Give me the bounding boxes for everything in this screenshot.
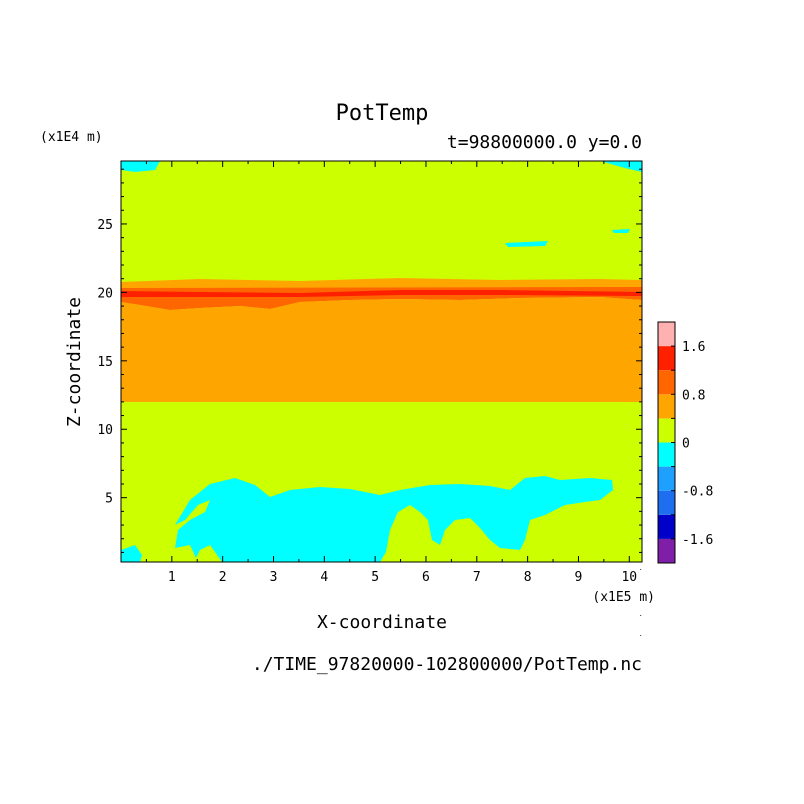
file-path-footer: ./TIME_97820000-102800000/PotTemp.nc (252, 654, 642, 675)
colorbar-swatch (658, 322, 675, 347)
colorbar-tick-label: 0 (682, 437, 690, 452)
colorbar-tick-label: 1.6 (682, 340, 705, 355)
x-tick-label: 8 (524, 570, 532, 585)
x-unit-label: (x1E5 m) (592, 590, 655, 605)
band-red (121, 290, 642, 297)
colorbar-swatch (658, 514, 675, 539)
chart-subtitle: t=98800000.0 y=0.0 (447, 132, 642, 153)
plot-frame (120, 160, 643, 563)
colorbar-tick-label: -0.8 (682, 485, 713, 500)
band-cyan-lower (175, 476, 613, 562)
x-tick-label: 10 (621, 570, 637, 585)
x-tick-label: 7 (473, 570, 481, 585)
x-tick-label: 9 (575, 570, 583, 585)
x-tick-label: 6 (422, 570, 430, 585)
x-tick-label: 2 (219, 570, 227, 585)
x-tick-label: 4 (320, 570, 328, 585)
mark-dot-1: ˙ (638, 569, 643, 579)
x-tick-label: 1 (168, 570, 176, 585)
x-tick-label: 3 (270, 570, 278, 585)
x-axis-label: X-coordinate (317, 612, 447, 633)
colorbar-swatch (658, 346, 675, 371)
y-unit-label: (x1E4 m) (40, 130, 103, 145)
colorbar-tick-label: -1.6 (682, 533, 713, 548)
band-cyan-corner (121, 545, 142, 562)
y-tick-label: 25 (97, 218, 113, 233)
colorbar-swatch (658, 394, 675, 419)
colorbar-swatch (658, 418, 675, 443)
plot-area (121, 161, 642, 562)
colorbar-swatch (658, 442, 675, 467)
chart-title: PotTemp (336, 101, 429, 126)
colorbar-swatch (658, 466, 675, 491)
y-axis: 5 10 15 20 25 (97, 168, 642, 553)
y-tick-label: 5 (105, 492, 113, 507)
colorbar-swatch (658, 370, 675, 395)
x-tick-label: 5 (371, 570, 379, 585)
colorbar-swatch (658, 538, 675, 563)
x-axis: 1 2 3 4 5 6 7 8 9 10 (145, 161, 637, 585)
band-orange (121, 297, 642, 402)
mark-dot-2: ˙ (638, 615, 643, 625)
colorbar-tick-label: 0.8 (682, 388, 705, 403)
colorbar: 1.6 0.8 0 -0.8 -1.6 (657, 321, 713, 564)
colorbar-swatch (658, 490, 675, 515)
band-upper-orange (121, 278, 642, 288)
mark-dot-3: ˙ (638, 635, 643, 645)
y-tick-label: 20 (97, 286, 113, 301)
y-tick-label: 10 (97, 423, 113, 438)
y-axis-label: Z-coordinate (64, 297, 85, 427)
y-tick-label: 15 (97, 355, 113, 370)
